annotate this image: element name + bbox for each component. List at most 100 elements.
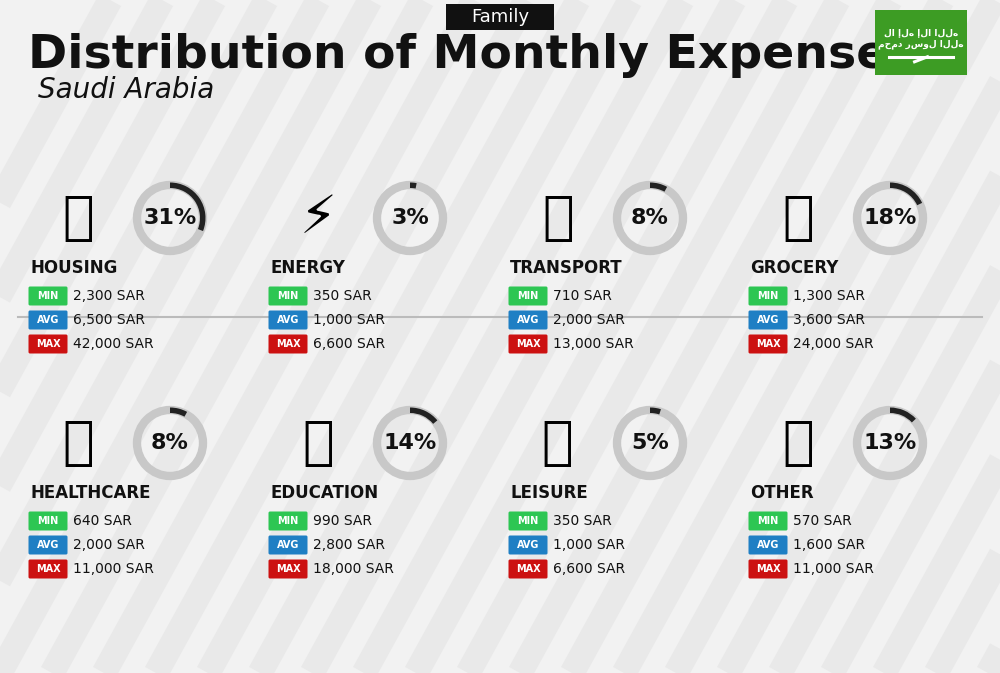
Text: 5%: 5% — [631, 433, 669, 453]
Text: لا إله إلا الله: لا إله إلا الله — [884, 29, 958, 38]
Text: Distribution of Monthly Expenses: Distribution of Monthly Expenses — [28, 32, 916, 77]
Text: 1,300 SAR: 1,300 SAR — [793, 289, 865, 303]
FancyBboxPatch shape — [875, 10, 967, 75]
Text: 6,600 SAR: 6,600 SAR — [553, 562, 625, 576]
Text: Saudi Arabia: Saudi Arabia — [38, 76, 214, 104]
Text: 6,600 SAR: 6,600 SAR — [313, 337, 385, 351]
Text: MAX: MAX — [36, 564, 60, 574]
FancyBboxPatch shape — [509, 334, 548, 353]
Text: 2,300 SAR: 2,300 SAR — [73, 289, 145, 303]
Text: MIN: MIN — [37, 516, 59, 526]
Text: 8%: 8% — [631, 208, 669, 228]
FancyBboxPatch shape — [748, 310, 788, 330]
Text: 14%: 14% — [383, 433, 437, 453]
Text: MIN: MIN — [757, 291, 779, 301]
Text: EDUCATION: EDUCATION — [270, 484, 378, 502]
FancyBboxPatch shape — [509, 536, 548, 555]
Text: MAX: MAX — [36, 339, 60, 349]
Text: TRANSPORT: TRANSPORT — [510, 259, 623, 277]
Text: AVG: AVG — [37, 315, 59, 325]
Text: 🩺: 🩺 — [62, 417, 94, 469]
FancyBboxPatch shape — [268, 287, 308, 306]
FancyBboxPatch shape — [28, 536, 68, 555]
Text: 2,800 SAR: 2,800 SAR — [313, 538, 385, 552]
FancyBboxPatch shape — [268, 511, 308, 530]
Text: 18,000 SAR: 18,000 SAR — [313, 562, 394, 576]
Text: ENERGY: ENERGY — [270, 259, 345, 277]
FancyBboxPatch shape — [28, 334, 68, 353]
FancyBboxPatch shape — [509, 559, 548, 579]
Text: AVG: AVG — [277, 315, 299, 325]
FancyBboxPatch shape — [748, 511, 788, 530]
Wedge shape — [650, 407, 661, 415]
Text: 3,600 SAR: 3,600 SAR — [793, 313, 865, 327]
Text: MIN: MIN — [37, 291, 59, 301]
FancyBboxPatch shape — [509, 287, 548, 306]
FancyBboxPatch shape — [268, 334, 308, 353]
Text: 24,000 SAR: 24,000 SAR — [793, 337, 874, 351]
FancyBboxPatch shape — [748, 559, 788, 579]
FancyBboxPatch shape — [509, 310, 548, 330]
Text: MAX: MAX — [756, 564, 780, 574]
Text: HOUSING: HOUSING — [30, 259, 117, 277]
Text: ⚡: ⚡ — [300, 192, 336, 244]
Text: MAX: MAX — [756, 339, 780, 349]
Wedge shape — [890, 407, 916, 423]
Text: MIN: MIN — [277, 516, 299, 526]
Text: 🛍️: 🛍️ — [542, 417, 574, 469]
Text: MIN: MIN — [277, 291, 299, 301]
FancyBboxPatch shape — [509, 511, 548, 530]
Text: MAX: MAX — [276, 339, 300, 349]
Text: LEISURE: LEISURE — [510, 484, 588, 502]
Text: 1,600 SAR: 1,600 SAR — [793, 538, 865, 552]
Text: HEALTHCARE: HEALTHCARE — [30, 484, 150, 502]
Text: 42,000 SAR: 42,000 SAR — [73, 337, 154, 351]
Text: 1,000 SAR: 1,000 SAR — [313, 313, 385, 327]
FancyBboxPatch shape — [28, 559, 68, 579]
Wedge shape — [170, 182, 205, 231]
Text: AVG: AVG — [37, 540, 59, 550]
FancyBboxPatch shape — [28, 287, 68, 306]
Text: 8%: 8% — [151, 433, 189, 453]
Text: 🎓: 🎓 — [302, 417, 334, 469]
Text: 13%: 13% — [863, 433, 917, 453]
FancyBboxPatch shape — [268, 310, 308, 330]
Text: 990 SAR: 990 SAR — [313, 514, 372, 528]
Text: 350 SAR: 350 SAR — [313, 289, 372, 303]
FancyBboxPatch shape — [748, 536, 788, 555]
Text: محمد رسول الله: محمد رسول الله — [878, 39, 964, 48]
Text: 2,000 SAR: 2,000 SAR — [553, 313, 625, 327]
Text: AVG: AVG — [517, 315, 539, 325]
Text: 1,000 SAR: 1,000 SAR — [553, 538, 625, 552]
Text: 350 SAR: 350 SAR — [553, 514, 612, 528]
Text: 640 SAR: 640 SAR — [73, 514, 132, 528]
Text: MAX: MAX — [276, 564, 300, 574]
Text: MAX: MAX — [516, 564, 540, 574]
Text: 18%: 18% — [863, 208, 917, 228]
Text: 11,000 SAR: 11,000 SAR — [73, 562, 154, 576]
FancyBboxPatch shape — [748, 334, 788, 353]
Text: 🏢: 🏢 — [62, 192, 94, 244]
Text: 31%: 31% — [143, 208, 197, 228]
Text: Family: Family — [471, 8, 529, 26]
Text: 11,000 SAR: 11,000 SAR — [793, 562, 874, 576]
Text: MAX: MAX — [516, 339, 540, 349]
Text: MIN: MIN — [517, 291, 539, 301]
Wedge shape — [170, 407, 187, 417]
FancyBboxPatch shape — [748, 287, 788, 306]
Text: 2,000 SAR: 2,000 SAR — [73, 538, 145, 552]
FancyBboxPatch shape — [446, 4, 554, 30]
FancyBboxPatch shape — [28, 310, 68, 330]
Text: GROCERY: GROCERY — [750, 259, 838, 277]
FancyBboxPatch shape — [268, 536, 308, 555]
Text: 710 SAR: 710 SAR — [553, 289, 612, 303]
Text: AVG: AVG — [757, 540, 779, 550]
Text: 🚌: 🚌 — [542, 192, 574, 244]
Text: AVG: AVG — [517, 540, 539, 550]
Text: AVG: AVG — [277, 540, 299, 550]
Text: 13,000 SAR: 13,000 SAR — [553, 337, 634, 351]
FancyBboxPatch shape — [268, 559, 308, 579]
Text: OTHER: OTHER — [750, 484, 814, 502]
Text: 6,500 SAR: 6,500 SAR — [73, 313, 145, 327]
Wedge shape — [650, 182, 667, 192]
